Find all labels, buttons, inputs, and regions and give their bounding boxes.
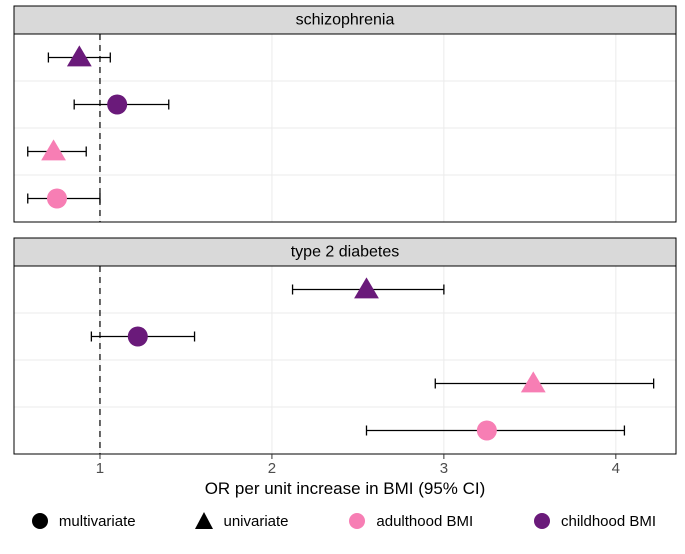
x-axis-label: OR per unit increase in BMI (95% CI) [14, 479, 676, 499]
legend-label: childhood BMI [561, 513, 656, 530]
x-tick-label: 3 [429, 460, 459, 477]
x-tick-label: 2 [257, 460, 287, 477]
x-tick-label: 4 [601, 460, 631, 477]
legend-item-shape: multivariate [29, 510, 136, 532]
panel-title: schizophrenia [296, 12, 395, 29]
legend: multivariate univariate adulthood BMI child… [0, 510, 685, 532]
legend-label: multivariate [59, 513, 136, 530]
legend-label: adulthood BMI [376, 513, 473, 530]
legend-label: univariate [223, 513, 288, 530]
forest-plot-figure: schizophrenia type 2 diabetes OR per unit… [0, 0, 685, 549]
legend-item-color: adulthood BMI [346, 510, 473, 532]
legend-item-shape: univariate [193, 510, 288, 532]
x-tick-label: 1 [85, 460, 115, 477]
legend-item-color: childhood BMI [531, 510, 656, 532]
panel-title: type 2 diabetes [291, 244, 400, 261]
